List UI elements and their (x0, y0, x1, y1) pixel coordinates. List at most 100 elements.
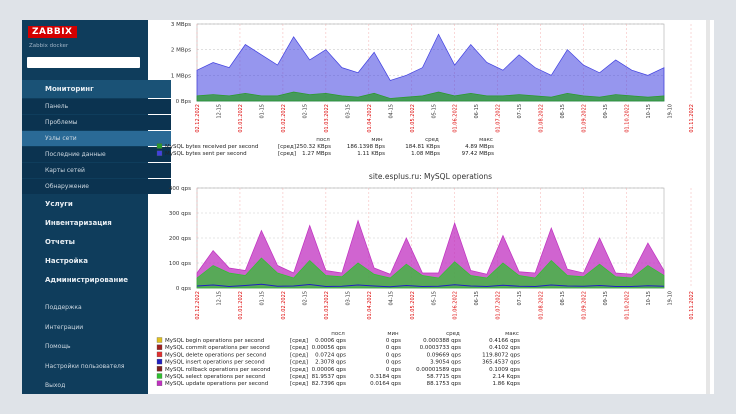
x-tick-label: 10-15 (646, 104, 652, 119)
legend-stat: 0 qps (386, 367, 401, 373)
legend-stat: 0.00006 qps (312, 367, 346, 373)
x-tick-label: 01.08.2022 (539, 104, 545, 133)
x-tick-label: 03-15 (345, 104, 351, 119)
footer-item[interactable]: Поддержка (45, 304, 82, 311)
x-tick-label: 02-15 (302, 104, 308, 119)
legend-stat: 0.1009 qps (489, 367, 520, 373)
x-tick-label: 01.05.2022 (410, 291, 416, 320)
submenu-item[interactable]: Обнаружение (22, 179, 171, 194)
menu-item[interactable]: Услуги (45, 200, 73, 208)
x-tick-label: 05-15 (431, 291, 437, 306)
series-area (196, 91, 665, 102)
footer-item[interactable]: Помощь (45, 343, 71, 350)
logo[interactable]: ZABBIX (28, 26, 77, 38)
legend-stat: 1.08 MBps (411, 151, 440, 157)
footer-item[interactable]: Интеграции (45, 323, 84, 331)
x-tick-label: 01.06.2022 (453, 291, 459, 320)
x-tick-label: 01.09.2022 (582, 104, 588, 133)
menu-item[interactable]: Отчеты (45, 238, 75, 246)
legend-swatch (156, 150, 163, 156)
legend-swatch (156, 143, 163, 149)
legend-swatch (156, 358, 163, 365)
legend-stat: 0.0003733 qps (420, 345, 461, 351)
x-tick-label: 01.06.2022 (453, 104, 459, 133)
y-tick-label: 0 Bps (176, 99, 192, 105)
menu-item[interactable]: Инвентаризация (45, 219, 112, 227)
server-name: Zabbix docker (29, 43, 69, 49)
legend-stat: 0 qps (386, 345, 401, 351)
legend-stat: 81.9537 qps (312, 374, 346, 380)
submenu-item[interactable]: Узлы сети (22, 131, 171, 146)
legend-stat: 0.0724 qps (315, 352, 346, 358)
legend-stat: 119.8072 qps (482, 352, 520, 358)
legend-stat: 82.7396 qps (312, 381, 346, 387)
legend-swatch (156, 351, 163, 358)
y-tick-label: 1 MBps (171, 73, 191, 79)
legend-func: [сред] (278, 151, 296, 157)
x-tick-label: 12-15 (216, 291, 222, 306)
legend-stat: 88.1753 qps (427, 381, 461, 387)
legend-header: сред (425, 137, 439, 143)
legend-name: MySQL commit operations per second (165, 345, 270, 351)
legend-stat: 0.0006 qps (315, 338, 346, 344)
legend-stat: 4.89 MBps (465, 144, 494, 150)
x-tick-label: 01.07.2022 (496, 104, 502, 133)
x-tick-label: 08-15 (560, 291, 566, 306)
x-tick-label: 01.05.2022 (410, 104, 416, 133)
menu-item[interactable]: Мониторинг (22, 80, 171, 98)
x-tick-label: 01.08.2022 (539, 291, 545, 320)
graph-title: site.esplus.ru: MySQL operations (369, 172, 492, 181)
menu-item[interactable]: Настройка (45, 257, 88, 265)
legend-header: посл (316, 137, 330, 143)
scrollbar (706, 20, 710, 394)
legend-header: посл (331, 331, 345, 337)
search-box[interactable] (27, 57, 140, 68)
submenu-item[interactable]: Панель (22, 99, 171, 114)
x-tick-label: 01.02.2022 (281, 104, 287, 133)
legend-stat: 2.14 Kqps (493, 374, 521, 380)
legend-func: [сред] (290, 352, 308, 358)
legend-stat: 250.32 KBps (296, 144, 331, 150)
x-tick-label: 01.09.2022 (582, 291, 588, 320)
legend-func: [сред] (290, 338, 308, 344)
legend-name: MySQL update operations per second (165, 381, 268, 387)
legend-stat: 0.09669 qps (427, 352, 461, 358)
legend-stat: 1.86 Kqps (493, 381, 521, 387)
x-tick-label: 19-10 (668, 291, 674, 306)
series-line (196, 283, 665, 288)
submenu-item[interactable]: Карты сетей (22, 163, 171, 178)
legend-name: MySQL insert operations per second (165, 360, 265, 366)
footer-item[interactable]: Настройки пользователя (45, 362, 125, 370)
legend-stat: 0.4102 qps (489, 345, 520, 351)
y-tick-label: 2 MBps (171, 48, 191, 54)
legend-name: MySQL delete operations per second (165, 352, 266, 358)
legend-header: макс (479, 137, 493, 143)
x-tick-label: 01.10.2022 (625, 291, 631, 320)
x-tick-label: 09-15 (603, 104, 609, 119)
legend-swatch (156, 373, 163, 379)
x-tick-label: 05-15 (431, 104, 437, 119)
menu-item[interactable]: Администрирование (45, 276, 129, 284)
x-tick-label: 01.10.2022 (625, 104, 631, 133)
x-tick-label: 07-15 (517, 104, 523, 119)
x-tick-label: 01.03.2022 (324, 104, 330, 133)
legend-name: MySQL select operations per second (165, 374, 265, 380)
legend-stat: 0.000388 qps (423, 338, 461, 344)
legend-stat: 3.9054 qps (430, 360, 461, 366)
legend-stat: 365.4537 qps (482, 360, 520, 366)
graphs: 0 Bps 1 MBps 2 MBps 3 MBps 02.12.2022 12-15 01… (156, 20, 710, 394)
x-tick-label: 12-15 (216, 104, 222, 119)
legend-swatch (156, 380, 163, 386)
legend-stat: 0.3184 qps (370, 374, 401, 380)
legend-stat: 58.7715 qps (427, 374, 461, 380)
legend-stat: 0.0164 qps (370, 381, 401, 387)
series-area (196, 257, 665, 289)
x-tick-label: 06-15 (474, 104, 480, 119)
submenu-item[interactable]: Последние данные (22, 147, 171, 162)
submenu-item[interactable]: Проблемы (22, 115, 171, 130)
footer-item[interactable]: Выход (45, 382, 66, 389)
x-tick-label: 03-15 (345, 291, 351, 306)
legend-stat: 0.4166 qps (489, 338, 520, 344)
series-area (196, 33, 665, 102)
